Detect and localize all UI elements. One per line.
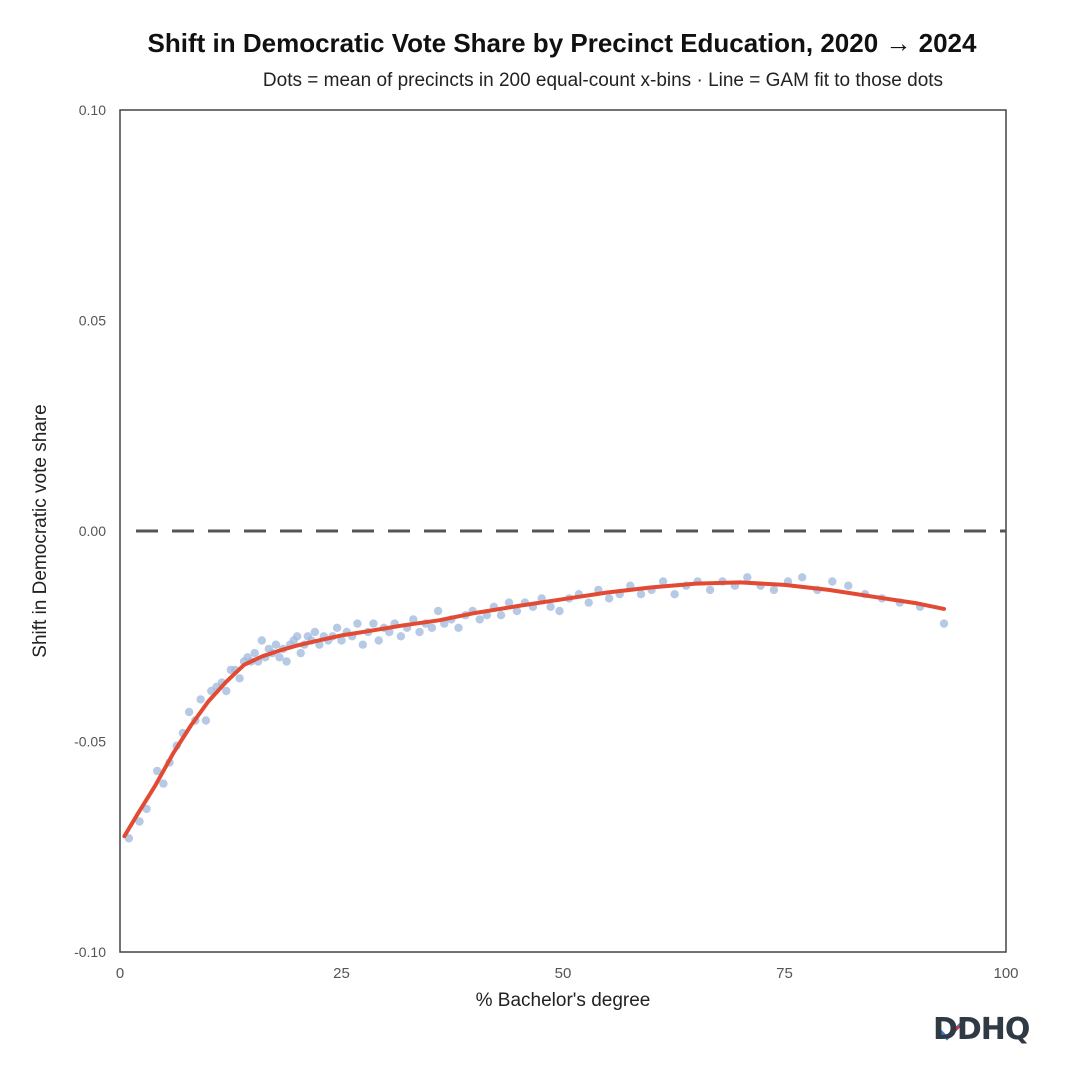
bin-dot (250, 648, 259, 658)
bin-dot (584, 598, 593, 607)
bin-dot (124, 834, 134, 843)
bin-dot (433, 606, 443, 616)
y-axis-ticks: 0.10 0.05 0.00 -0.05 -0.10 (74, 102, 106, 960)
bin-dot (358, 640, 367, 649)
ddhq-logo: DDHQ (933, 1012, 1043, 1052)
bin-dot (705, 585, 715, 595)
x-axis-title: % Bachelor's degree (476, 990, 651, 1011)
x-tick-label: 50 (555, 965, 572, 982)
x-tick-label: 25 (333, 965, 350, 982)
bin-dot (604, 594, 614, 603)
bin-dot (235, 674, 244, 683)
y-tick-label: 0.00 (79, 523, 106, 539)
bin-dot (496, 611, 506, 620)
x-tick-label: 100 (993, 965, 1018, 982)
bin-dot (374, 636, 383, 645)
bin-dot (196, 695, 205, 704)
chart-subtitle: Dots = mean of precincts in 200 equal-co… (262, 70, 944, 91)
bin-dot (142, 804, 151, 814)
y-axis-title: Shift in Democratic vote share (30, 404, 51, 657)
bin-dot (396, 632, 406, 641)
bin-dot (415, 627, 424, 637)
y-tick-label: -0.05 (74, 734, 106, 750)
bin-dot (939, 619, 949, 628)
bin-dot (555, 606, 564, 616)
bin-dot (427, 623, 437, 632)
bin-dot (670, 590, 679, 599)
y-tick-label: 0.10 (79, 102, 106, 118)
chart-title: Shift in Democratic Vote Share by Precin… (147, 28, 977, 58)
bin-dot (409, 615, 418, 624)
bin-dot (159, 779, 168, 788)
x-tick-label: 75 (776, 965, 793, 982)
bin-dot (828, 577, 837, 586)
bin-dot (743, 573, 752, 582)
bin-dot (135, 817, 144, 826)
bin-dot (271, 640, 281, 649)
bin-dot (332, 623, 342, 632)
bin-dot (310, 627, 320, 637)
bin-dot (337, 636, 346, 645)
checkmark-icon (937, 1018, 967, 1041)
bin-dot (296, 648, 305, 658)
bin-dot (546, 602, 555, 611)
bin-dot (844, 581, 853, 590)
bin-dot (454, 623, 463, 632)
gam-fit-line (122, 580, 946, 839)
bin-dot (475, 615, 484, 624)
bin-dot (201, 716, 211, 725)
bin-dot (257, 636, 266, 645)
bin-dot (658, 577, 668, 586)
bin-dot (353, 619, 362, 628)
x-tick-label: 0 (116, 965, 124, 982)
bin-dot (293, 632, 302, 641)
bin-dot (222, 686, 231, 696)
bin-dot (798, 573, 807, 582)
bin-dot (512, 606, 522, 616)
x-axis-ticks: 0 25 50 75 100 (116, 965, 1019, 982)
bin-dot (153, 766, 162, 776)
bin-dot (282, 657, 291, 666)
bin-dot (636, 590, 646, 599)
bin-dot (369, 619, 378, 628)
bin-dot (184, 707, 194, 717)
bin-dot (275, 653, 284, 662)
bin-dot (504, 598, 514, 607)
logo-text: DDHQ (933, 1012, 1030, 1047)
bin-dot (769, 585, 779, 595)
y-tick-label: -0.10 (74, 944, 106, 960)
y-tick-label: 0.05 (79, 313, 106, 329)
